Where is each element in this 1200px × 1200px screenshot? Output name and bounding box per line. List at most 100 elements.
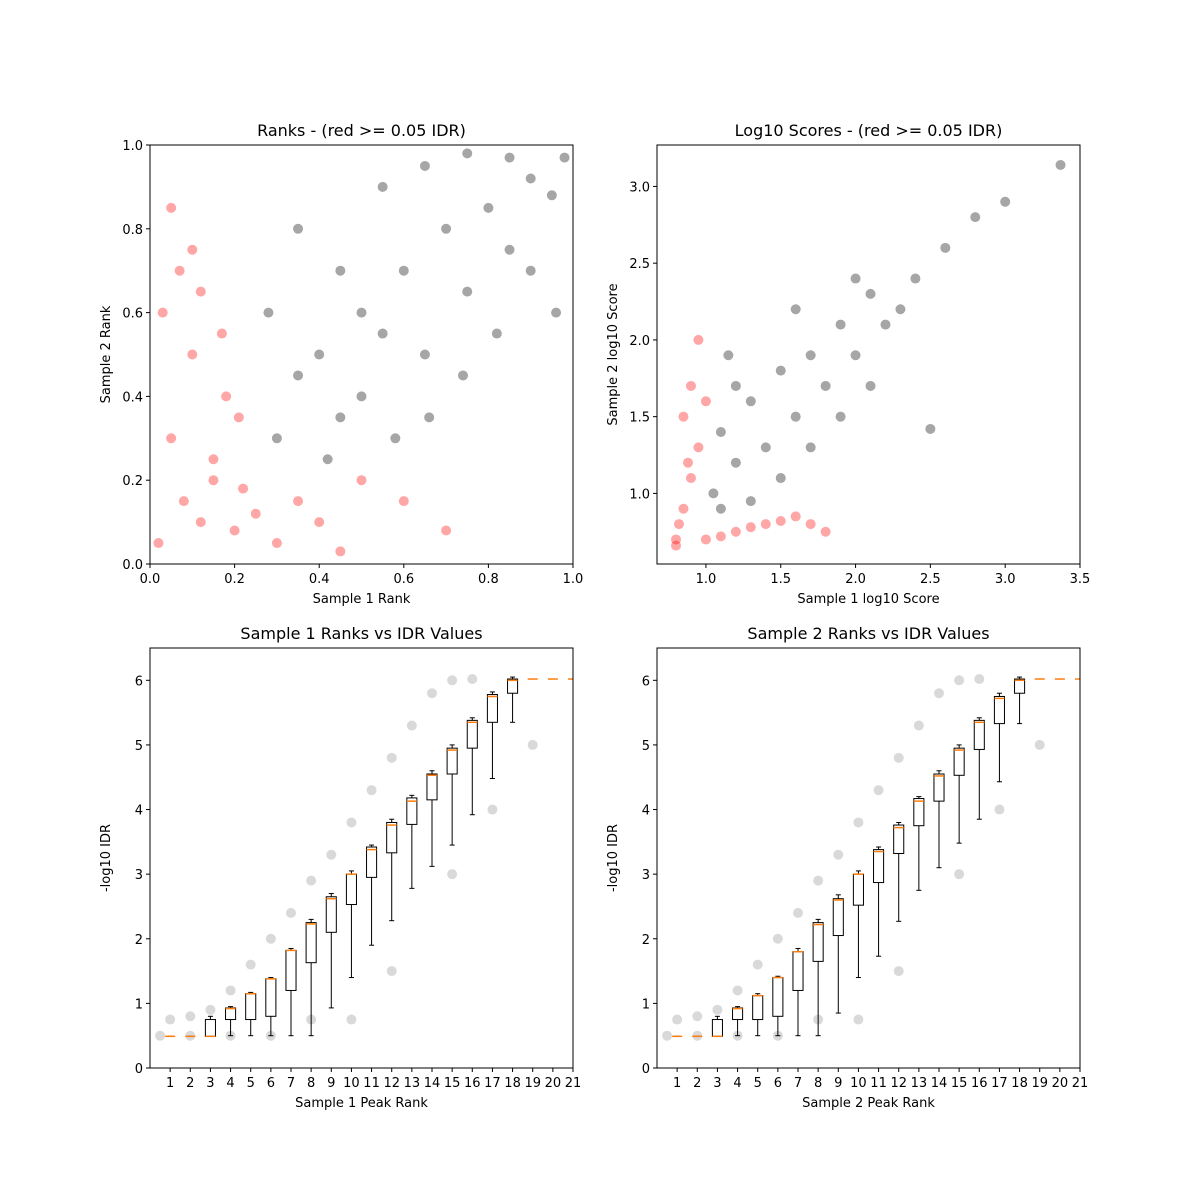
scatter-point — [934, 688, 944, 699]
x-tick-label: 10 — [343, 1076, 360, 1091]
scatter-point — [441, 525, 452, 536]
x-tick-label: 2 — [186, 1076, 194, 1091]
scatter-point — [293, 370, 304, 381]
scatter-point — [187, 244, 198, 255]
scatter-point — [752, 959, 763, 970]
x-tick-label: 16 — [971, 1076, 988, 1091]
x-tick-label: 20 — [545, 1076, 562, 1091]
scatter-point — [671, 540, 682, 551]
scatter-point — [233, 412, 244, 423]
scatter-point — [263, 307, 274, 318]
scatter-point — [208, 454, 219, 465]
subplot: 0.0 0.2 0.4 0.6 0.8 1.0 0.0 0.2 0.4 0.6 0.8 1.0 Rank… — [99, 121, 583, 607]
x-tick-label: 0.0 — [140, 572, 161, 587]
box — [933, 773, 945, 802]
scatter-point — [462, 286, 473, 297]
axes-frame — [149, 144, 574, 565]
scatter-point — [913, 720, 924, 731]
scatter-point — [335, 265, 346, 276]
subplot-title: Log10 Scores - (red >= 0.05 IDR) — [735, 121, 1003, 140]
y-tick-label: 3 — [642, 868, 650, 883]
scatter-point — [238, 483, 249, 494]
scatter-point — [155, 1030, 166, 1041]
x-tick-label: 6 — [267, 1076, 275, 1091]
scatter-point — [335, 546, 346, 557]
box — [953, 747, 965, 776]
scatter-point — [678, 503, 689, 514]
y-tick-label: 1 — [135, 997, 143, 1012]
x-tick-label: 7 — [794, 1076, 802, 1091]
scatter-point — [693, 442, 704, 453]
x-tick-label: 13 — [911, 1076, 928, 1091]
y-tick-label: 1.0 — [122, 139, 143, 154]
scatter-point — [700, 534, 711, 545]
x-axis-label: Sample 2 Peak Rank — [802, 1096, 935, 1111]
y-tick-label: 2 — [642, 933, 650, 948]
box — [265, 978, 277, 1017]
scatter-point — [873, 785, 884, 796]
x-tick-label: 6 — [774, 1076, 782, 1091]
scatter-point — [346, 1014, 357, 1025]
scatter-point — [850, 350, 861, 361]
x-axis-label: Sample 1 Peak Rank — [295, 1096, 428, 1111]
x-tick-label: 1.0 — [563, 572, 584, 587]
box — [486, 694, 498, 723]
scatter-point — [187, 349, 198, 360]
x-tick-label: 15 — [951, 1076, 968, 1091]
box — [446, 747, 458, 775]
scatter-point — [893, 752, 904, 763]
scatter-point — [462, 148, 473, 159]
scatter-point — [377, 328, 388, 339]
scatter-point — [271, 538, 282, 549]
x-tick-label: 1 — [673, 1076, 681, 1091]
x-tick-label: 20 — [1052, 1076, 1069, 1091]
box — [852, 873, 864, 906]
x-tick-label: 15 — [444, 1076, 461, 1091]
scatter-point — [366, 785, 377, 796]
scatter-point — [153, 538, 164, 549]
x-tick-label: 11 — [870, 1076, 887, 1091]
scatter-point — [853, 817, 864, 828]
y-axis-label: Sample 2 Rank — [99, 305, 114, 403]
scatter-point — [174, 265, 185, 276]
x-tick-label: 9 — [834, 1076, 842, 1091]
y-tick-label: 0.4 — [122, 390, 143, 405]
subplot: 1 2 3 4 5 6 7 8 9 10 11 12 13 14 15 16 17 18 19 20 210123456… — [99, 624, 581, 1111]
scatter-point — [682, 457, 693, 468]
scatter-point — [165, 1014, 176, 1025]
scatter-point — [525, 265, 536, 276]
x-tick-label: 17 — [991, 1076, 1008, 1091]
scatter-point — [293, 496, 304, 507]
box — [406, 797, 418, 825]
scatter-point — [216, 328, 227, 339]
y-tick-label: 4 — [642, 804, 650, 819]
scatter-point — [685, 473, 696, 484]
x-tick-label: 3 — [206, 1076, 214, 1091]
scatter-point — [208, 475, 219, 486]
scatter-point — [314, 349, 325, 360]
scatter-point — [850, 273, 861, 284]
scatter-point — [398, 265, 409, 276]
scatter-point — [406, 720, 417, 731]
x-tick-label: 17 — [484, 1076, 501, 1091]
x-tick-label: 0.6 — [393, 572, 414, 587]
scatter-point — [250, 508, 261, 519]
x-tick-label: 19 — [1031, 1076, 1048, 1091]
x-tick-label: 11 — [363, 1076, 380, 1091]
scatter-point — [326, 849, 337, 860]
scatter-point — [730, 526, 741, 537]
scatter-point — [925, 423, 936, 434]
scatter-point — [775, 473, 786, 484]
y-tick-label: 6 — [642, 674, 650, 689]
plot-area — [153, 148, 570, 557]
x-tick-label: 21 — [565, 1076, 582, 1091]
scatter-point — [335, 412, 346, 423]
scatter-point — [715, 503, 726, 514]
box — [913, 798, 925, 827]
scatter-point — [306, 875, 317, 886]
scatter-point — [793, 907, 803, 918]
y-axis-label: Sample 2 log10 Score — [606, 283, 621, 425]
scatter-point — [745, 396, 756, 407]
x-tick-label: 4 — [226, 1076, 234, 1091]
scatter-point — [805, 519, 816, 530]
